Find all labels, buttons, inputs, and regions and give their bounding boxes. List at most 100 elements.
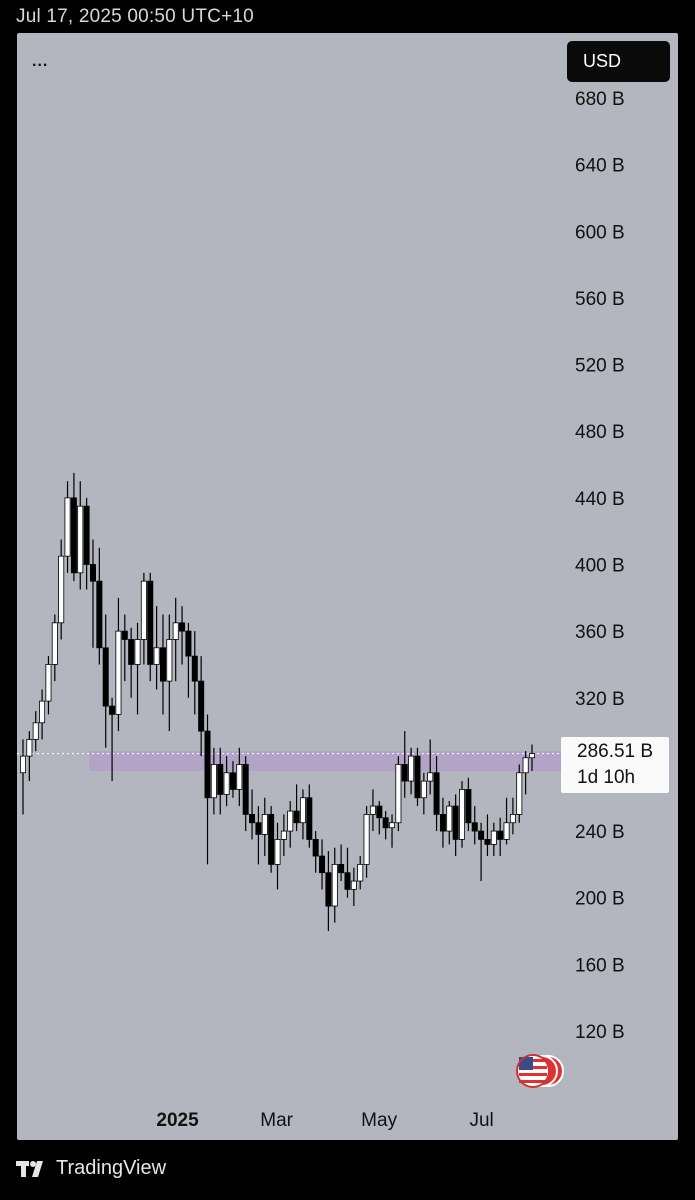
candle-body bbox=[497, 830, 504, 840]
candle-body bbox=[261, 814, 268, 835]
candle-body bbox=[83, 505, 90, 565]
candle-body bbox=[128, 639, 135, 665]
currency-selector[interactable]: USD bbox=[567, 41, 670, 82]
candle-body bbox=[382, 817, 389, 829]
candle-body bbox=[344, 872, 351, 890]
candle-body bbox=[280, 830, 287, 840]
candle-body bbox=[516, 772, 523, 815]
y-axis-tick-label: 520 B bbox=[575, 356, 625, 377]
candle-body bbox=[357, 863, 364, 882]
candle-body bbox=[459, 789, 466, 840]
candle-body bbox=[478, 830, 485, 840]
candle-body bbox=[77, 505, 84, 574]
candle-body bbox=[140, 580, 147, 640]
candle-body bbox=[293, 810, 300, 824]
candle-body bbox=[115, 630, 122, 715]
candle-body bbox=[26, 739, 33, 757]
chart-timestamp: Jul 17, 2025 00:50 UTC+10 bbox=[16, 6, 254, 27]
x-axis-tick-label: Mar bbox=[260, 1110, 293, 1131]
y-axis-tick-label: 120 B bbox=[575, 1022, 625, 1043]
y-axis-tick-label: 200 B bbox=[575, 889, 625, 910]
candle-body bbox=[223, 772, 230, 795]
candle-body bbox=[509, 814, 516, 824]
candle-body bbox=[452, 805, 459, 840]
candle-body bbox=[268, 814, 275, 865]
y-axis-tick-label: 240 B bbox=[575, 822, 625, 843]
x-axis-tick-label: Jul bbox=[469, 1110, 493, 1131]
tradingview-brand: TradingView bbox=[56, 1157, 167, 1179]
candle-body bbox=[198, 680, 205, 732]
last-price-value: 286.51 B bbox=[577, 741, 654, 762]
candle-body bbox=[58, 555, 65, 624]
candle-body bbox=[376, 805, 383, 819]
support-zone bbox=[89, 751, 561, 772]
candle-body bbox=[121, 630, 128, 640]
y-axis-tick-label: 680 B bbox=[575, 89, 625, 110]
y-axis-tick-label: 360 B bbox=[575, 622, 625, 643]
candle-body bbox=[319, 855, 326, 874]
us-flag-icon[interactable] bbox=[514, 1053, 564, 1089]
x-axis-tick-label: May bbox=[361, 1110, 397, 1131]
candle-body bbox=[102, 647, 109, 707]
candle-body bbox=[185, 630, 192, 657]
candle-body bbox=[395, 764, 402, 824]
candle-body bbox=[389, 822, 396, 829]
candle-body bbox=[51, 622, 58, 665]
candle-body bbox=[446, 805, 453, 832]
chart-panel[interactable]: ... USD 680 B 640 B 600 B 560 B 520 B 480 B 44… bbox=[17, 33, 678, 1140]
candle-body bbox=[32, 722, 39, 740]
candle-body bbox=[96, 580, 103, 649]
candle-body bbox=[338, 863, 345, 874]
candle-body bbox=[39, 700, 46, 724]
candle-body bbox=[287, 810, 294, 832]
candle-body bbox=[529, 753, 536, 759]
candle-body bbox=[484, 839, 491, 845]
candle-body bbox=[350, 880, 357, 890]
candle-body bbox=[490, 830, 497, 845]
candle-body bbox=[166, 639, 173, 682]
y-axis-tick-label: 160 B bbox=[575, 955, 625, 976]
candle-body bbox=[236, 764, 243, 790]
candlestick-chart[interactable]: 680 B 640 B 600 B 560 B 520 B 480 B 440 B 400 B… bbox=[17, 33, 678, 1140]
candle-body bbox=[64, 497, 71, 557]
y-axis-tick-label: 600 B bbox=[575, 222, 625, 243]
y-axis-tick-label: 400 B bbox=[575, 556, 625, 577]
candle-body bbox=[179, 622, 186, 632]
candle-body bbox=[153, 647, 160, 665]
candle-body bbox=[306, 797, 313, 840]
candle-body bbox=[210, 764, 217, 799]
candle-body bbox=[471, 822, 478, 832]
tradingview-logo-icon bbox=[16, 1160, 43, 1177]
candle-body bbox=[249, 814, 256, 824]
candle-body bbox=[229, 772, 236, 790]
candle-body bbox=[20, 755, 26, 774]
candle-body bbox=[369, 805, 376, 815]
candle-body bbox=[408, 755, 415, 782]
y-axis-tick-label: 480 B bbox=[575, 422, 625, 443]
candle-body bbox=[134, 639, 141, 665]
candle-body bbox=[274, 839, 281, 865]
candle-body bbox=[159, 647, 166, 682]
candle-body bbox=[363, 814, 370, 865]
x-axis-tick-label: 2025 bbox=[156, 1110, 199, 1131]
candle-body bbox=[465, 789, 472, 824]
candle-body bbox=[503, 822, 510, 840]
candle-body bbox=[45, 664, 52, 702]
candle-body bbox=[147, 580, 154, 665]
candle-body bbox=[401, 764, 408, 782]
candle-body bbox=[70, 497, 77, 574]
candle-body bbox=[325, 872, 332, 907]
candle-body bbox=[191, 655, 198, 682]
candle-body bbox=[172, 622, 179, 640]
tradingview-branding: TradingView bbox=[16, 1157, 166, 1180]
y-axis-tick-label: 640 B bbox=[575, 156, 625, 177]
last-price-tag: 286.51 B 1d 10h bbox=[561, 737, 669, 793]
candle-body bbox=[242, 764, 249, 815]
y-axis-tick-label: 440 B bbox=[575, 489, 625, 510]
chart-menu-button[interactable]: ... bbox=[32, 53, 49, 70]
candle-body bbox=[420, 780, 427, 799]
candle-body bbox=[89, 564, 96, 582]
candle-body bbox=[312, 839, 319, 857]
candle-body bbox=[522, 757, 529, 774]
candle-body bbox=[427, 772, 434, 782]
